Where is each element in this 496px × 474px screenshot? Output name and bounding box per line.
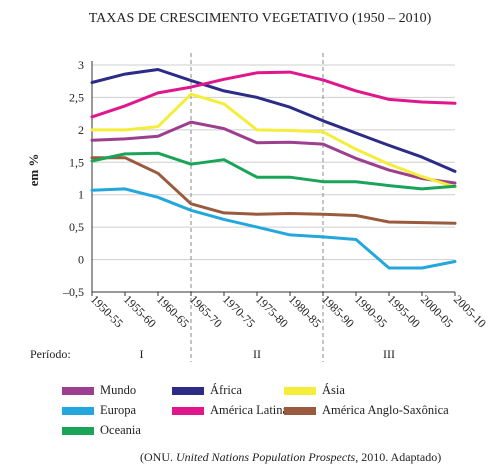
legend-item-america-anglo-saxonica: América Anglo-Saxônica bbox=[284, 403, 449, 418]
x-tick-label: 2005-10 bbox=[451, 292, 489, 330]
y-tick-label: 1,5 bbox=[69, 155, 84, 169]
source-suffix: , 2010. Adaptado) bbox=[355, 450, 442, 464]
legend: Mundo África Ásia Europa América Latina … bbox=[62, 383, 492, 443]
period-label: III bbox=[383, 347, 395, 361]
x-tick-label: 1995-00 bbox=[385, 292, 423, 330]
legend-label-mundo: Mundo bbox=[100, 383, 137, 397]
legend-label-africa: África bbox=[210, 383, 242, 397]
series-line-america-anglo-saxonica bbox=[90, 156, 457, 225]
period-title: Período: bbox=[30, 347, 71, 361]
legend-item-america-latina: América Latina bbox=[172, 403, 288, 418]
y-tick-label: 2 bbox=[78, 123, 84, 137]
series-line-africa bbox=[90, 68, 457, 173]
x-tick-label: 2000-05 bbox=[418, 292, 456, 330]
legend-swatch-africa bbox=[172, 386, 204, 395]
legend-item-oceania: Oceania bbox=[62, 423, 141, 438]
series-line-europa bbox=[90, 187, 457, 270]
y-tick-label: 2,5 bbox=[69, 90, 84, 104]
axes: –0,500,511,522,531950-551955-601960-6519… bbox=[62, 58, 489, 330]
chart-title: TAXAS DE CRESCIMENTO VEGETATIVO (1950 – … bbox=[89, 11, 432, 26]
legend-swatch-america-anglo-saxonica bbox=[284, 406, 316, 415]
y-tick-label: 3 bbox=[78, 58, 84, 72]
legend-item-europa: Europa bbox=[62, 403, 136, 418]
legend-label-asia: Ásia bbox=[322, 383, 345, 397]
x-tick-label: 1985-90 bbox=[319, 292, 357, 330]
series-line-america-latina bbox=[90, 70, 457, 119]
x-tick-label: 1955-60 bbox=[121, 292, 159, 330]
legend-label-america-latina: América Latina bbox=[210, 403, 289, 417]
y-tick-label: 0 bbox=[78, 253, 84, 267]
legend-swatch-america-latina bbox=[172, 406, 204, 415]
y-axis-label: em % bbox=[26, 154, 41, 187]
source-note: (ONU. United Nations Population Prospect… bbox=[140, 450, 441, 465]
legend-swatch-mundo bbox=[62, 386, 94, 395]
y-tick-label: 1 bbox=[78, 188, 84, 202]
x-tick-label: 1975-80 bbox=[253, 292, 291, 330]
legend-swatch-asia bbox=[284, 386, 316, 395]
series-line-mundo bbox=[90, 120, 457, 185]
x-tick-label: 1965-70 bbox=[187, 292, 225, 330]
legend-label-america-anglo-saxonica: América Anglo-Saxônica bbox=[322, 403, 449, 417]
x-tick-label: 1990-95 bbox=[352, 292, 390, 330]
legend-item-asia: Ásia bbox=[284, 383, 345, 398]
x-tick-label: 1970-75 bbox=[220, 292, 258, 330]
source-title: United Nations Population Prospects bbox=[176, 450, 356, 464]
x-tick-label: 1960-65 bbox=[154, 292, 192, 330]
legend-item-africa: África bbox=[172, 383, 242, 398]
legend-swatch-oceania bbox=[62, 426, 94, 435]
x-tick-label: 1980-85 bbox=[286, 292, 324, 330]
y-tick-label: –0,5 bbox=[62, 285, 84, 299]
legend-item-mundo: Mundo bbox=[62, 383, 136, 398]
series-lines bbox=[90, 68, 457, 270]
source-prefix: (ONU. bbox=[140, 450, 176, 464]
legend-label-europa: Europa bbox=[100, 403, 137, 417]
series-line-oceania bbox=[90, 151, 457, 191]
period-label: II bbox=[253, 347, 261, 361]
x-tick-label: 1950-55 bbox=[88, 292, 126, 330]
legend-swatch-europa bbox=[62, 406, 94, 415]
y-tick-label: 0,5 bbox=[69, 220, 84, 234]
period-label: I bbox=[140, 347, 144, 361]
legend-label-oceania: Oceania bbox=[100, 423, 141, 437]
series-line-asia bbox=[90, 92, 457, 189]
